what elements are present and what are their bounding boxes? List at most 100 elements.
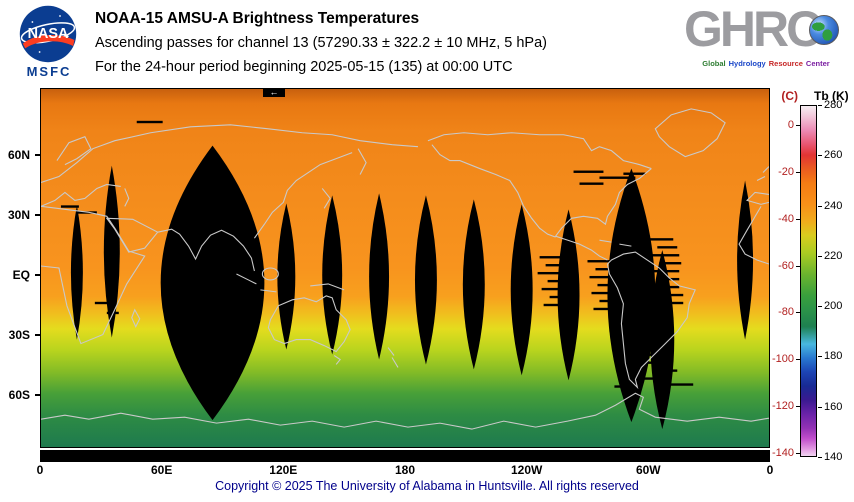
colorbar-tick-label-kelvin: 260 xyxy=(824,149,843,162)
nasa-wordmark: NASA xyxy=(28,26,69,42)
lat-tick xyxy=(35,153,40,156)
missing-scanline xyxy=(649,238,674,241)
lat-tick xyxy=(35,394,40,397)
lon-label: 180 xyxy=(394,463,416,477)
missing-scanline xyxy=(589,275,610,279)
missing-scanline xyxy=(657,246,678,249)
subtitle-period: For the 24-hour period beginning 2025-05… xyxy=(95,59,513,75)
swath-layer xyxy=(70,145,754,430)
missing-scanline xyxy=(573,170,604,173)
nasa-block: NASA MSFC xyxy=(8,2,90,82)
nasa-logo[interactable]: NASA xyxy=(18,4,78,64)
missing-scanline xyxy=(663,293,684,297)
coastline-path xyxy=(321,188,331,209)
missing-scanline xyxy=(136,120,163,124)
lat-label: 30S xyxy=(8,327,30,342)
missing-scanline xyxy=(659,262,682,265)
missing-scanline xyxy=(657,301,684,305)
colorbar-tick xyxy=(818,205,822,207)
footer-copyright: Copyright © 2025 The University of Alaba… xyxy=(215,479,639,493)
red-chevron-icon xyxy=(22,34,75,49)
coastline-path xyxy=(41,183,121,207)
missing-scanline xyxy=(545,264,566,267)
lon-label: 0 xyxy=(36,463,44,477)
coastline-path xyxy=(738,166,769,265)
coastline-path xyxy=(253,152,353,239)
colorbar-tick-label-celsius: -80 xyxy=(778,306,794,319)
lat-label: 60N xyxy=(7,147,30,162)
missing-scanline xyxy=(655,285,680,289)
no-data-swath xyxy=(322,195,343,355)
no-data-swath xyxy=(557,209,580,381)
missing-scanline xyxy=(623,172,646,175)
lon-label: 120W xyxy=(511,463,543,477)
lon-label: 120E xyxy=(269,463,298,477)
colorbar-tick xyxy=(796,125,800,127)
coastline-path xyxy=(236,273,345,293)
title-block: NOAA-15 AMSU-A Brightness Temperatures A… xyxy=(95,7,655,79)
colorbar-gradient xyxy=(800,105,817,457)
lat-tick xyxy=(35,214,40,217)
missing-scanline xyxy=(597,283,622,287)
page-title: NOAA-15 AMSU-A Brightness Temperatures xyxy=(95,10,420,27)
coastline-path xyxy=(654,108,726,158)
colorbar-tick-label-celsius: -100 xyxy=(771,353,794,366)
missing-scanline xyxy=(549,295,568,299)
coastline-path xyxy=(606,251,696,390)
missing-scanline xyxy=(619,345,638,348)
ghrc-logo[interactable]: GHRC Global Hydrology Resource Center xyxy=(680,2,852,84)
lat-label: 30N xyxy=(7,208,30,223)
colorbar-tick xyxy=(796,171,800,173)
no-data-swath xyxy=(607,168,656,423)
colorbar-tick xyxy=(818,306,822,308)
missing-scanline xyxy=(591,291,618,295)
no-data-swath xyxy=(103,165,120,338)
colorbar-unit-kelvin: Tb (K) xyxy=(814,89,849,103)
missing-scanline xyxy=(614,385,635,388)
colorbar-tick xyxy=(818,105,822,106)
colorbar-tick xyxy=(796,405,800,407)
colorbar-tick-label-kelvin: 140 xyxy=(824,451,843,463)
no-data-swath xyxy=(737,180,754,340)
colorbar-tick xyxy=(818,255,822,257)
missing-scanline xyxy=(547,279,570,283)
colorbar-tick-label-kelvin: 240 xyxy=(824,199,843,212)
colorbar-tick-label-kelvin: 180 xyxy=(824,350,843,363)
colorbar-tick xyxy=(796,452,800,454)
msfc-label: MSFC xyxy=(26,64,72,79)
lat-tick xyxy=(35,274,40,277)
missing-scanline xyxy=(587,260,610,263)
colorbar-tick xyxy=(796,359,800,361)
missing-scanline xyxy=(579,182,604,185)
map-overlay xyxy=(41,108,769,430)
coastline-path xyxy=(105,217,159,253)
colorbar-tick-label-celsius: -60 xyxy=(778,259,794,272)
colorbar-tick-label-celsius: -120 xyxy=(771,399,794,412)
coastline-path xyxy=(261,267,279,281)
coastline-layer xyxy=(41,108,769,430)
colorbar-tick-label-celsius: 0 xyxy=(787,119,794,132)
lat-label: 60S xyxy=(8,388,30,403)
coastline-path xyxy=(357,148,367,175)
missing-scanline xyxy=(60,205,79,208)
ghrc-letters: GHRC xyxy=(684,1,822,57)
missing-scanline xyxy=(593,307,616,311)
colorbar-tick xyxy=(796,312,800,314)
no-data-swath xyxy=(160,145,265,421)
coastline-path xyxy=(131,308,141,328)
ghrc-tagline: Global Hydrology Resource Center xyxy=(680,59,852,68)
lon-black-bar xyxy=(40,450,770,462)
missing-scanline xyxy=(599,299,618,303)
missing-scanline xyxy=(659,369,678,372)
dash-layer xyxy=(60,120,694,388)
missing-scanline xyxy=(669,383,694,386)
missing-scanline xyxy=(629,361,654,364)
tagline-word: Hydrology xyxy=(728,59,766,68)
colorbar-tick-label-celsius: -20 xyxy=(778,165,794,178)
no-data-swath xyxy=(369,193,390,360)
lon-label: 60E xyxy=(151,463,173,477)
missing-scanline xyxy=(599,176,636,179)
missing-scanline xyxy=(653,269,680,273)
colorbar-tick xyxy=(796,265,800,267)
coastline-path xyxy=(554,168,652,261)
